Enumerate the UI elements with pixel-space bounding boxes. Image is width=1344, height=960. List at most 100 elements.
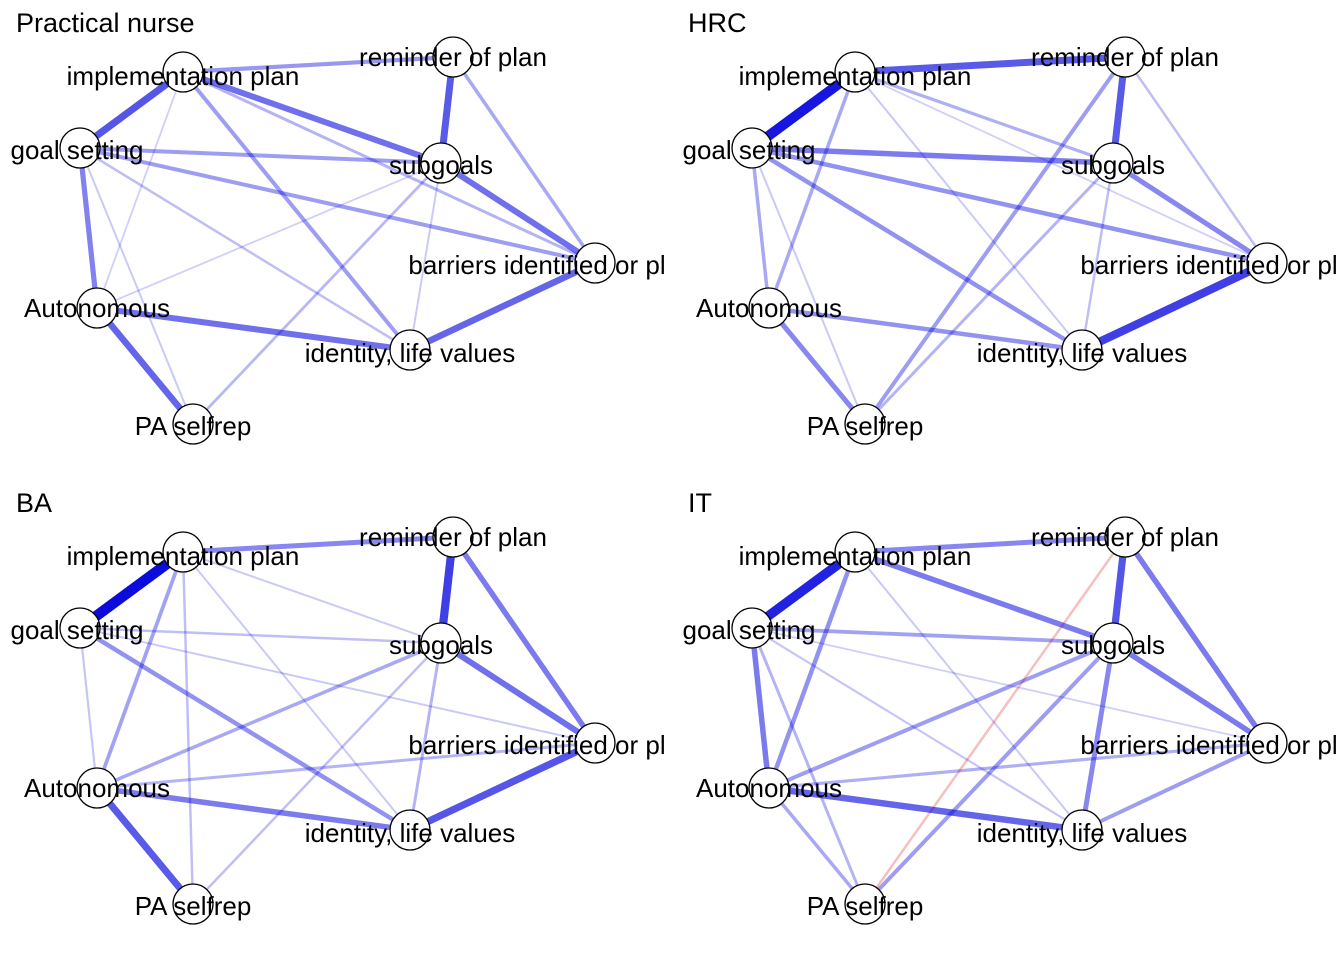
node-bar-label: barriers identified or pl [1080,250,1337,280]
edge-auto-pa [93,784,197,908]
node-sub-label: subgoals [389,630,493,660]
node-iden-circle [1061,809,1103,851]
node-sub-label: subgoals [1061,150,1165,180]
edge-auto-pa [93,304,197,428]
edge-rem-pa [863,55,1127,426]
edge-goal-sub [750,626,1115,645]
edge-sub-auto [95,641,443,790]
node-goal-circle [59,607,101,649]
panel-ba: BA implementation plan reminder of plan go… [11,488,666,925]
edge-impl-goal [76,68,187,152]
node-sub-circle [1092,622,1134,664]
node-bar-label: barriers identified or pl [408,250,665,280]
node-goal-label: goal setting [683,615,816,645]
edge-goal-pa [750,626,867,906]
node-iden-label: identity, life values [305,818,516,848]
edge-impl-bar [181,70,597,265]
edge-impl-sub [182,551,442,644]
edge-sub-iden [1080,161,1115,352]
edge-goal-bar [78,146,597,265]
edge-impl-iden [854,71,1083,351]
edge-auto-bar [767,741,1269,790]
edge-rem-bar [451,55,597,265]
panel-hrc: HRC implementation plan reminder of plan g… [683,8,1338,445]
node-pa-label: PA selfrep [135,411,252,441]
node-layer: implementation plan reminder of plan goal … [683,36,1338,445]
edge-auto-bar [95,741,597,790]
node-layer: implementation plan reminder of plan goal … [11,516,666,925]
node-rem-label: reminder of plan [1031,42,1219,72]
edge-goal-iden [750,626,1084,832]
node-rem-circle [1104,516,1146,558]
node-rem-label: reminder of plan [1031,522,1219,552]
node-goal-label: goal setting [683,135,816,165]
edge-sub-bar [438,640,598,746]
edge-layer [747,53,1272,427]
node-goal-circle [59,127,101,169]
node-bar-circle [1246,722,1288,764]
edge-impl-goal [747,547,860,633]
edge-goal-iden [749,145,1085,353]
node-layer: implementation plan reminder of plan goal … [11,36,666,445]
node-goal-circle [731,127,773,169]
node-bar-label: barriers identified or pl [408,730,665,760]
edge-auto-iden [94,305,413,353]
node-auto-label: Autonomous [24,773,170,803]
edge-sub-bar [438,160,598,266]
node-iden-label: identity, life values [977,818,1188,848]
node-pa-circle [844,883,886,925]
node-sub-label: subgoals [389,150,493,180]
node-auto-label: Autonomous [696,293,842,323]
node-rem-circle [1104,36,1146,78]
node-impl-circle [162,51,204,93]
panel-title: HRC [688,8,747,38]
node-rem-label: reminder of plan [359,522,547,552]
edge-goal-bar [749,145,1270,266]
node-iden-label: identity, life values [977,338,1188,368]
edge-impl-iden [181,70,412,352]
edge-auto-pa [766,305,868,427]
edge-sub-bar [1110,160,1270,266]
edge-impl-auto [766,549,858,791]
edge-goal-pa [79,147,194,425]
node-bar-circle [574,722,616,764]
node-goal-label: goal setting [11,615,144,645]
edge-sub-pa [191,641,443,906]
edge-impl-rem [851,53,1129,76]
edge-iden-bar [406,259,599,354]
node-goal-circle [731,607,773,649]
edge-rem-bar [450,534,598,746]
edge-impl-rem [180,54,456,75]
edge-goal-auto [77,145,100,311]
panel-title: BA [16,488,52,518]
node-bar-circle [574,242,616,284]
edge-goal-auto [749,625,772,791]
edge-impl-bar [854,71,1268,264]
node-auto-label: Autonomous [696,773,842,803]
node-impl-label: implementation plan [67,541,300,571]
edge-sub-auto [767,641,1115,790]
edge-auto-pa [767,786,867,906]
edge-impl-sub [852,549,1116,646]
node-auto-circle [76,287,118,329]
edge-impl-rem [852,534,1128,555]
edge-impl-sub [180,69,444,166]
edge-impl-auto [767,70,857,310]
edge-rem-pa [863,535,1127,906]
node-auto-circle [76,767,118,809]
node-iden-circle [389,809,431,851]
edge-goal-sub [78,146,443,165]
node-impl-circle [834,531,876,573]
edge-impl-goal [747,67,860,153]
node-bar-circle [1246,242,1288,284]
node-iden-label: identity, life values [305,338,516,368]
edge-goal-auto [750,146,771,310]
panel-title: Practical nurse [16,8,195,38]
node-bar-label: barriers identified or pl [1080,730,1337,760]
edge-auto-iden [94,785,413,833]
edge-sub-iden [1079,640,1116,833]
node-sub-circle [420,142,462,184]
edge-auto-iden [765,784,1086,834]
edge-goal-bar [79,627,596,744]
edge-layer [74,532,599,908]
